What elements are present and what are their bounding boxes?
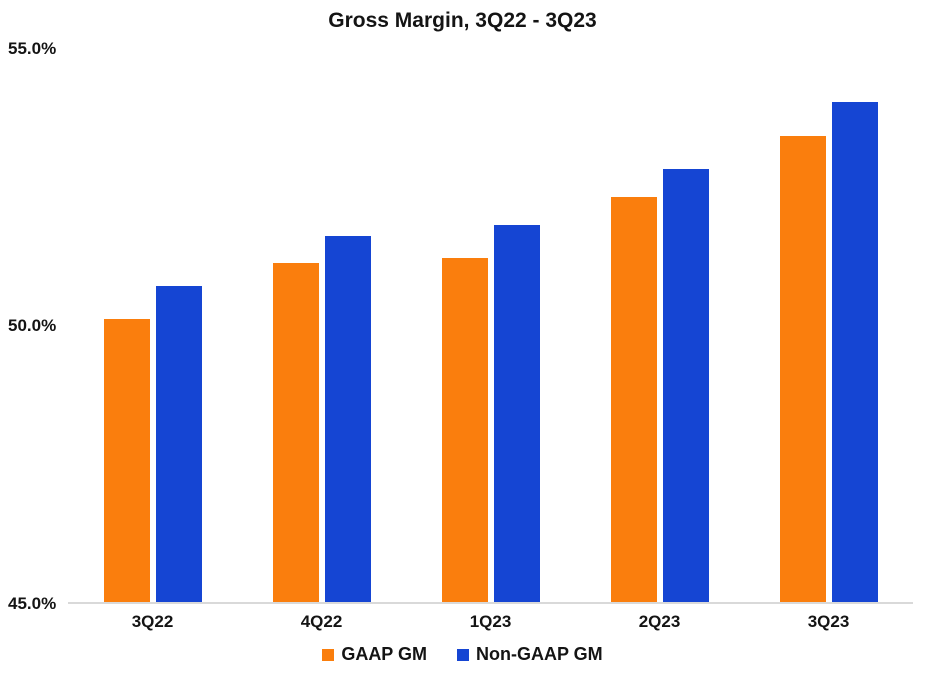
- x-axis-label-3q23: 3Q23: [807, 612, 850, 631]
- bar-gaap-gm-4q22: [273, 263, 319, 602]
- bar-gaap-gm-3q23: [780, 136, 826, 602]
- bar-non-gaap-gm-4q22: [325, 236, 371, 602]
- bar-non-gaap-gm-3q23: [832, 102, 878, 602]
- bar-gaap-gm-2q23: [611, 197, 657, 602]
- legend-item-non-gaap: Non-GAAP GM: [457, 644, 603, 665]
- x-axis-label-1q23: 1Q23: [469, 612, 512, 631]
- y-axis-tick-50: 50.0%: [8, 316, 57, 335]
- bar-non-gaap-gm-1q23: [494, 225, 540, 602]
- x-axis-label-4q22: 4Q22: [300, 612, 343, 631]
- legend-item-gaap: GAAP GM: [322, 644, 427, 665]
- legend-swatch-gaap-icon: [322, 648, 335, 661]
- bar-non-gaap-gm-3q22: [156, 286, 202, 602]
- legend-swatch-non-gaap-icon: [457, 648, 469, 661]
- plot-area: [68, 49, 913, 604]
- x-axis-label-2q23: 2Q23: [638, 612, 681, 631]
- y-axis-tick-45: 45.0%: [8, 594, 57, 613]
- bar-non-gaap-gm-2q23: [663, 169, 709, 602]
- bar-gaap-gm-1q23: [442, 258, 488, 602]
- x-axis-label-3q22: 3Q22: [131, 612, 174, 631]
- y-axis-tick-55: 55.0%: [8, 39, 57, 58]
- bar-gaap-gm-3q22: [104, 319, 150, 602]
- legend: GAAP GM Non-GAAP GM: [0, 644, 925, 665]
- chart-title: Gross Margin, 3Q22 - 3Q23: [328, 9, 597, 32]
- x-axis-labels: 3Q22 4Q22 1Q23 2Q23 3Q23: [68, 612, 913, 636]
- legend-label-non-gaap: Non-GAAP GM: [476, 644, 603, 664]
- legend-label-gaap: GAAP GM: [341, 644, 427, 664]
